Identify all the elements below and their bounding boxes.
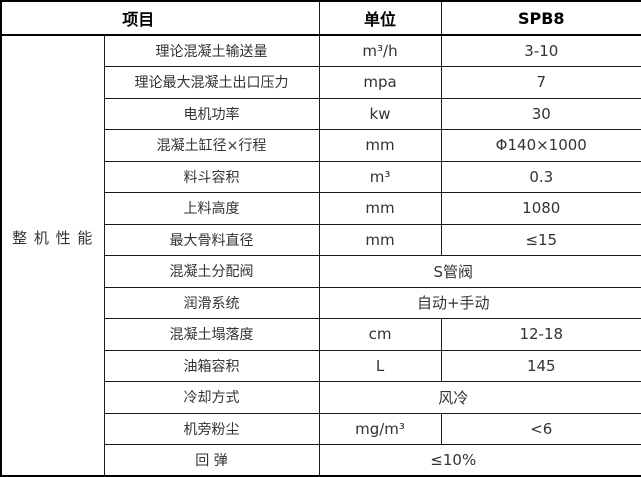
row-value: ≤10% <box>318 444 641 477</box>
row-value-text: 自动+手动 <box>416 294 490 313</box>
table-row: 润滑系统 自动+手动 <box>1 286 641 319</box>
header-model: SPB8 <box>440 0 641 36</box>
row-value: Φ140×1000 <box>440 129 641 162</box>
table-row: 整 机 性 能 理论混凝土输送量 m³/h 3-10 <box>0 34 641 477</box>
row-label: 冷却方式 <box>103 381 320 414</box>
header-unit-label: 单位 <box>364 10 397 29</box>
row-unit: mm <box>318 192 442 225</box>
group-label: 整 机 性 能 <box>0 34 105 477</box>
row-unit: kw <box>318 97 442 130</box>
row-unit: mg/m³ <box>318 412 442 445</box>
row-label: 混凝土分配阀 <box>103 255 320 288</box>
header-unit: 单位 <box>318 0 442 36</box>
row-label: 电机功率 <box>103 97 320 130</box>
table-row: 料斗容积 m³ 0.3 <box>1 160 641 193</box>
row-label: 理论最大混凝土出口压力 <box>103 66 320 99</box>
row-unit: L <box>318 349 442 382</box>
row-label: 回 弹 <box>103 444 320 477</box>
group-label-text: 整 机 性 能 <box>12 229 94 247</box>
row-value: 30 <box>440 97 641 130</box>
row-unit: m³/h <box>318 34 442 67</box>
table-row: 机旁粉尘 mg/m³ <6 <box>1 412 641 445</box>
row-value: 145 <box>440 349 641 382</box>
row-value: 自动+手动 <box>318 286 641 319</box>
row-value: 0.3 <box>440 160 641 193</box>
header-item-label: 项目 <box>122 10 155 29</box>
row-label: 油箱容积 <box>103 349 320 382</box>
row-label: 最大骨料直径 <box>103 223 320 256</box>
row-label: 混凝土塌落度 <box>103 318 320 351</box>
row-unit: cm <box>318 318 442 351</box>
row-unit: mm <box>318 129 442 162</box>
row-label: 料斗容积 <box>103 160 320 193</box>
row-value: 风冷 <box>318 381 641 414</box>
row-value-text: S管阀 <box>433 262 474 281</box>
table-row: 最大骨料直径 mm ≤15 <box>1 223 641 256</box>
row-label: 机旁粉尘 <box>103 412 320 445</box>
row-value: <6 <box>440 412 641 445</box>
table-row: 混凝土分配阀 S管阀 <box>1 255 641 288</box>
row-value-text: 风冷 <box>438 388 469 407</box>
header-item: 项目 <box>0 0 320 36</box>
row-unit: m³ <box>318 160 442 193</box>
table-header-row: 项目 单位 SPB8 <box>0 0 641 36</box>
table-body: 整 机 性 能 理论混凝土输送量 m³/h 3-10 理论最大混凝土出口压力 mpa 7 电机… <box>0 34 641 477</box>
table-row: 混凝土塌落度 cm 12-18 <box>1 318 641 351</box>
row-value: 12-18 <box>440 318 641 351</box>
row-value: 7 <box>440 66 641 99</box>
header-model-label: SPB8 <box>517 8 565 28</box>
row-unit: mm <box>318 223 442 256</box>
row-label: 理论混凝土输送量 <box>103 34 320 67</box>
row-value: ≤15 <box>440 223 641 256</box>
row-value-text: ≤10% <box>430 451 477 469</box>
row-label: 润滑系统 <box>103 286 320 319</box>
table-row: 油箱容积 L 145 <box>1 349 641 382</box>
row-label: 上料高度 <box>103 192 320 225</box>
table-row: 回 弹 ≤10% <box>1 444 641 477</box>
row-value: 3-10 <box>440 34 641 67</box>
row-value: S管阀 <box>318 255 641 288</box>
row-unit: mpa <box>318 66 442 99</box>
row-label: 混凝土缸径×行程 <box>103 129 320 162</box>
row-value: 1080 <box>440 192 641 225</box>
